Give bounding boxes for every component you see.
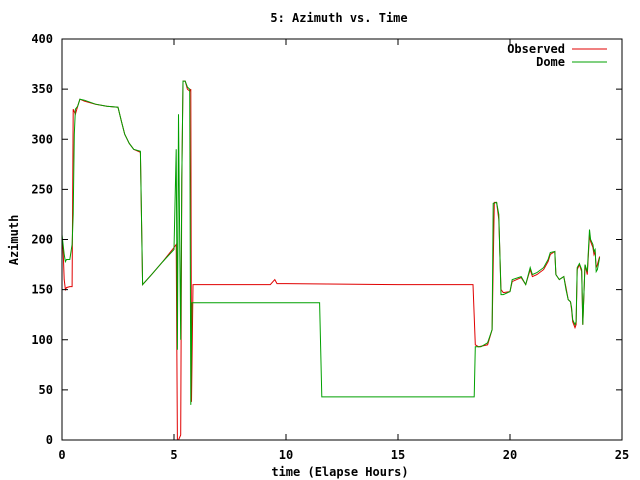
y-tick-label: 300 xyxy=(31,132,53,146)
y-tick-label: 50 xyxy=(39,383,53,397)
y-tick-label: 400 xyxy=(31,32,53,46)
x-tick-label: 15 xyxy=(391,448,405,462)
y-tick-label: 100 xyxy=(31,333,53,347)
x-tick-label: 0 xyxy=(58,448,65,462)
y-tick-label: 200 xyxy=(31,233,53,247)
legend-label: Dome xyxy=(536,55,565,69)
y-tick-label: 0 xyxy=(46,433,53,447)
x-axis-label: time (Elapse Hours) xyxy=(271,465,408,479)
x-tick-label: 20 xyxy=(503,448,517,462)
legend-label: Observed xyxy=(507,42,565,56)
y-tick-label: 350 xyxy=(31,82,53,96)
y-axis-label: Azimuth xyxy=(7,215,21,266)
y-tick-label: 150 xyxy=(31,283,53,297)
y-tick-label: 250 xyxy=(31,182,53,196)
plot-lines xyxy=(61,80,601,441)
x-tick-label: 25 xyxy=(615,448,629,462)
plot-frame xyxy=(61,38,623,441)
axis-ticks: 0 50 100 150 200 250 300 350 400 0 5 10 15 20 25 xyxy=(31,32,629,462)
chart-title: 5: Azimuth vs. Time xyxy=(270,11,407,25)
x-tick-label: 10 xyxy=(279,448,293,462)
series-line-dome xyxy=(61,80,601,405)
x-tick-label: 5 xyxy=(170,448,177,462)
